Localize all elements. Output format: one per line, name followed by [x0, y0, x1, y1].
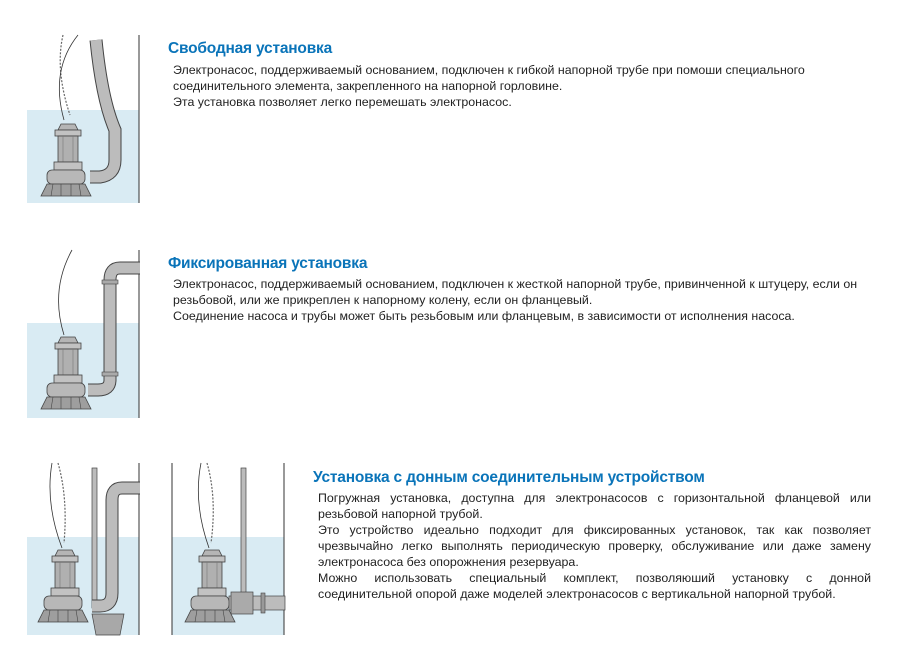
fixed-installation-illustration	[27, 249, 140, 418]
section-title-bottom-coupling: Установка с донным соединительным устрой…	[313, 469, 705, 486]
paragraph: Эта установка позволяет легко перемешать…	[173, 95, 512, 109]
section-title-fixed-installation: Фиксированная установка	[168, 255, 368, 272]
paragraph: Электронасос, поддерживаемый основанием,…	[173, 277, 858, 307]
section-title-free-installation: Свободная установка	[168, 40, 332, 57]
free-installation-illustration	[27, 34, 140, 203]
section-text-free-installation: Электронасос, поддерживаемый основанием,…	[173, 62, 883, 110]
section-text-bottom-coupling: Погружная установка, доступна для электр…	[318, 490, 871, 602]
chain-icon	[206, 462, 214, 544]
bottom-coupling-illustration-2	[171, 462, 286, 635]
paragraph: Погружная установка, доступна для электр…	[318, 491, 871, 521]
section-text-fixed-installation: Электронасос, поддерживаемый основанием,…	[173, 276, 883, 324]
chain-icon	[59, 34, 71, 116]
paragraph: Можно использовать специальный комплект,…	[318, 571, 871, 601]
paragraph: Это устройство идеально подходит для фик…	[318, 523, 871, 569]
paragraph: Соединение насоса и трубы может быть рез…	[173, 309, 795, 323]
bottom-coupling-illustration-1	[27, 462, 140, 636]
paragraph: Электронасос, поддерживаемый основанием,…	[173, 63, 805, 93]
chain-icon	[57, 462, 66, 544]
